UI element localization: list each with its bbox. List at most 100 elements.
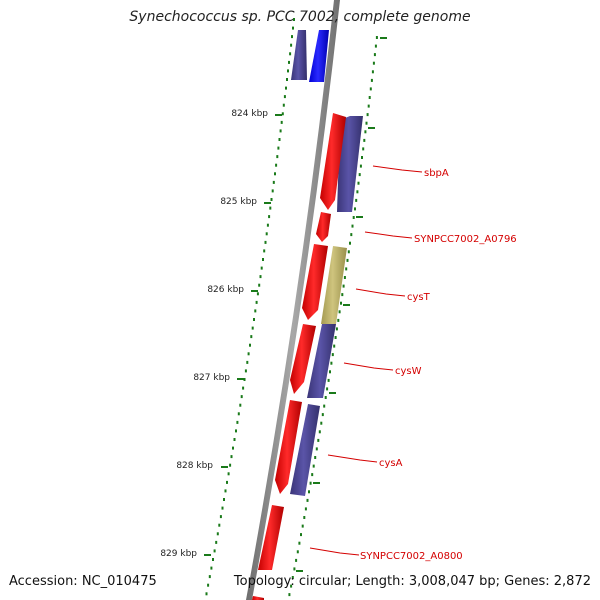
gc-dot	[212, 558, 214, 561]
gc-dot	[333, 344, 336, 348]
gc-dot	[224, 489, 227, 493]
gc-dot	[291, 35, 293, 39]
gc-dot	[373, 53, 376, 57]
label-leader-lines	[309, 165, 423, 556]
gc-dot	[223, 498, 225, 501]
gc-dot	[323, 404, 326, 408]
gc-dot	[362, 147, 365, 151]
genome-backbone	[246, 0, 340, 600]
scale-ticks	[204, 37, 387, 572]
gc-dot	[283, 95, 286, 99]
gene-forward-5	[275, 400, 302, 494]
scale-label-828: 828 kbp	[176, 461, 213, 471]
scale-tick	[275, 114, 282, 116]
gene-cysT	[321, 246, 347, 324]
gc-dot	[249, 343, 251, 347]
scale-labels: 824 kbp 825 kbp 826 kbp 827 kbp 828 kbp …	[160, 109, 268, 559]
gc-dot	[280, 120, 283, 124]
gc-dot	[291, 576, 294, 579]
gc-dot	[309, 481, 312, 485]
gc-dot	[221, 506, 224, 510]
gc-dot	[229, 463, 232, 467]
gc-dot	[226, 480, 228, 484]
gc-dot	[275, 163, 278, 167]
gc-dot	[281, 112, 284, 116]
gc-dot	[315, 447, 318, 451]
scale-tick	[221, 466, 228, 468]
gc-dot	[308, 490, 310, 494]
gc-dot	[370, 78, 373, 82]
gc-dot	[246, 360, 249, 364]
gc-dot	[278, 138, 281, 141]
gc-dot	[320, 421, 323, 425]
gene-sbpA	[337, 116, 363, 212]
gc-skew-dots	[205, 18, 378, 597]
gene-label-sbpA: sbpA	[424, 168, 449, 179]
gc-dot	[265, 232, 268, 236]
gc-dot	[292, 26, 294, 30]
gc-dot	[264, 240, 267, 244]
gene-forward-4	[290, 324, 316, 394]
gc-dot	[301, 524, 304, 528]
gc-dot	[255, 300, 258, 304]
map-title: Synechococcus sp. PCC 7002, complete gen…	[129, 9, 471, 25]
gc-dot	[312, 464, 315, 468]
gc-dot	[364, 130, 367, 134]
gc-dot	[240, 395, 243, 399]
gc-dot	[218, 523, 221, 527]
gene-labels: sbpA SYNPCC7002_A0796 cysT cysW cysA SYN…	[360, 168, 517, 562]
gc-dot	[244, 369, 247, 373]
gc-dot	[306, 498, 309, 502]
gc-dot	[286, 78, 288, 81]
gc-dot	[253, 318, 255, 321]
gc-dot	[288, 593, 291, 597]
gc-dot	[251, 326, 254, 330]
gc-dot	[311, 473, 314, 477]
gc-dot	[371, 70, 374, 74]
gene-label-cysW: cysW	[395, 366, 422, 377]
gc-dot	[233, 438, 236, 441]
gc-dot	[232, 446, 234, 450]
scale-tick	[237, 378, 244, 380]
gene-top-blue	[309, 30, 329, 82]
gc-dot	[317, 438, 320, 442]
gene-forward-7	[252, 596, 264, 600]
gc-dot	[321, 413, 324, 417]
gc-dot	[269, 206, 272, 210]
scale-label-827: 827 kbp	[193, 373, 230, 383]
gc-dot	[237, 412, 240, 416]
gc-dot	[227, 472, 230, 476]
gene-label-A0800: SYNPCC7002_A0800	[360, 551, 463, 562]
gc-dot	[356, 190, 359, 194]
gc-dot	[355, 198, 358, 202]
gc-dot	[357, 181, 360, 185]
gc-dot	[354, 207, 356, 211]
gc-dot	[236, 420, 239, 424]
scale-tick	[313, 482, 320, 484]
scale-tick	[264, 202, 271, 204]
gc-dot	[296, 550, 299, 554]
gc-dot	[352, 216, 355, 219]
gc-dot	[290, 43, 293, 47]
gc-dot	[260, 266, 263, 270]
gc-dot	[250, 335, 253, 339]
gc-dot	[368, 96, 371, 99]
gc-dot	[298, 541, 301, 545]
gc-dot	[350, 233, 353, 237]
gc-dot	[256, 292, 259, 296]
gc-dot	[270, 198, 273, 201]
gc-dot	[335, 327, 338, 331]
gc-dot	[263, 249, 266, 253]
gc-dot	[349, 241, 351, 245]
gene-label-cysT: cysT	[407, 292, 431, 303]
scale-tick	[296, 570, 303, 572]
gc-dot	[258, 283, 261, 287]
accession-label: Accession: NC_010475	[9, 574, 157, 589]
gc-dot	[329, 370, 331, 374]
scale-tick	[329, 392, 336, 394]
gc-dot	[266, 223, 269, 227]
scale-label-829: 829 kbp	[160, 549, 197, 559]
gc-dot	[342, 284, 345, 288]
gc-dot	[314, 456, 317, 459]
gc-dot	[247, 352, 250, 356]
